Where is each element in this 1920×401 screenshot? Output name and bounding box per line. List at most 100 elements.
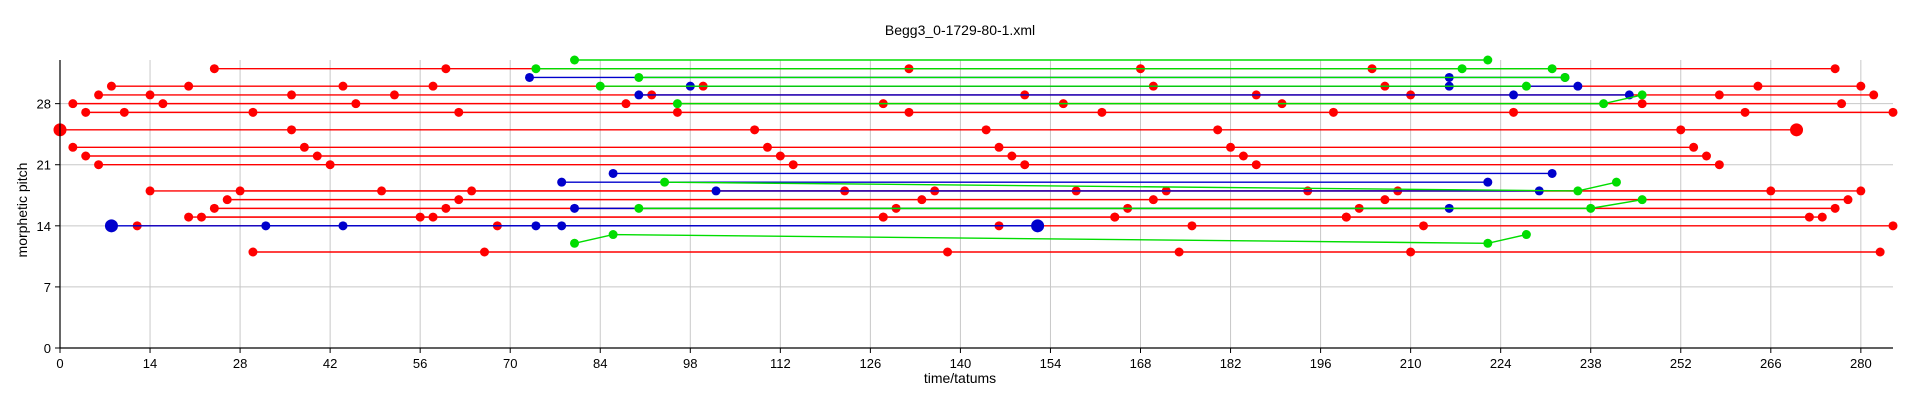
green-note-point xyxy=(1560,72,1570,82)
red-note-point xyxy=(1509,107,1519,117)
red-note-point xyxy=(1238,151,1248,161)
red-note-point xyxy=(287,125,297,135)
green-voice xyxy=(531,64,1557,74)
green-note-point xyxy=(608,230,618,240)
red-note-point xyxy=(441,64,451,74)
x-tick-label: 98 xyxy=(683,356,697,371)
red-note-point xyxy=(312,151,322,161)
blue-note-point xyxy=(711,186,721,196)
green-voice xyxy=(570,55,1493,65)
x-tick-label: 224 xyxy=(1490,356,1512,371)
red-note-point xyxy=(351,99,361,109)
red-note-point xyxy=(1676,125,1686,135)
green-note-point xyxy=(1637,195,1647,205)
blue-voice xyxy=(608,168,1557,178)
red-note-point xyxy=(1888,107,1898,117)
green-note-point xyxy=(672,99,682,109)
red-note-point xyxy=(209,203,219,213)
red-note-point xyxy=(145,186,155,196)
green-note-point xyxy=(1521,230,1531,240)
blue-note-point xyxy=(531,221,541,231)
red-note-point xyxy=(1869,90,1879,100)
red-note-point xyxy=(994,142,1004,152)
red-note-point xyxy=(338,81,348,91)
red-note-point xyxy=(119,107,129,117)
red-note-point xyxy=(209,64,219,74)
blue-voice xyxy=(634,90,1634,100)
red-voice xyxy=(81,107,1898,117)
blue-note-point xyxy=(1483,177,1493,187)
red-note-point xyxy=(917,195,927,205)
red-note-point xyxy=(184,81,194,91)
green-note-point xyxy=(1483,238,1493,248)
red-note-point xyxy=(1187,221,1197,231)
red-note-point xyxy=(454,195,464,205)
red-note-point xyxy=(106,81,116,91)
red-note-point xyxy=(454,107,464,117)
red-note-point xyxy=(775,151,785,161)
red-note-point xyxy=(1714,90,1724,100)
red-note-point xyxy=(788,160,798,170)
green-note-point xyxy=(1637,90,1647,100)
red-voice xyxy=(68,142,1699,152)
blue-note-point xyxy=(634,90,644,100)
y-axis-label: morphetic pitch xyxy=(14,163,30,258)
green-note-point xyxy=(1521,81,1531,91)
red-note-point xyxy=(68,142,78,152)
green-note-point xyxy=(1611,177,1621,187)
green-note-point xyxy=(660,177,670,187)
red-note-point xyxy=(81,107,91,117)
blue-voice xyxy=(711,186,1544,196)
red-note-point xyxy=(621,99,631,109)
red-note-point xyxy=(1213,125,1223,135)
blue-note-point xyxy=(570,203,580,213)
blue-note-point xyxy=(1509,90,1519,100)
y-tick-label: 7 xyxy=(44,280,51,295)
red-note-point xyxy=(1817,212,1827,222)
blue-note-point xyxy=(1573,81,1583,91)
red-note-point xyxy=(1875,247,1885,257)
red-note-point xyxy=(1110,212,1120,222)
red-note-point xyxy=(299,142,309,152)
x-tick-label: 42 xyxy=(323,356,337,371)
x-tick-label: 14 xyxy=(143,356,157,371)
blue-note-point xyxy=(104,219,118,233)
red-note-point xyxy=(248,247,258,257)
x-tick-label: 70 xyxy=(503,356,517,371)
red-note-point xyxy=(1714,160,1724,170)
green-note-point xyxy=(531,64,541,74)
series-layer xyxy=(53,55,1898,257)
red-note-point xyxy=(672,107,682,117)
x-tick-label: 182 xyxy=(1220,356,1242,371)
x-tick-label: 28 xyxy=(233,356,247,371)
red-note-point xyxy=(1753,81,1763,91)
x-tick-label: 112 xyxy=(770,356,791,371)
red-note-point xyxy=(1328,107,1338,117)
x-tick-label: 140 xyxy=(950,356,972,371)
red-voice xyxy=(81,151,1711,161)
green-note-point xyxy=(1599,99,1609,109)
red-note-point xyxy=(904,107,914,117)
red-note-point xyxy=(1790,123,1804,137)
green-note-point xyxy=(1586,203,1596,213)
red-note-point xyxy=(1888,221,1898,231)
red-note-point xyxy=(1856,81,1866,91)
red-note-point xyxy=(1837,99,1847,109)
red-voice xyxy=(53,123,1804,137)
red-voice xyxy=(222,195,1853,205)
red-note-point xyxy=(428,81,438,91)
red-note-point xyxy=(1174,247,1184,257)
x-tick-label: 56 xyxy=(413,356,427,371)
green-note-point xyxy=(1547,64,1557,74)
red-note-point xyxy=(389,90,399,100)
green-note-point xyxy=(570,238,580,248)
red-note-point xyxy=(68,99,78,109)
green-voice xyxy=(570,230,1531,248)
blue-note-point xyxy=(557,177,567,187)
x-tick-label: 266 xyxy=(1760,356,1782,371)
green-note-point xyxy=(1483,55,1493,65)
y-tick-label: 28 xyxy=(37,97,51,112)
blue-note-point xyxy=(525,72,535,82)
